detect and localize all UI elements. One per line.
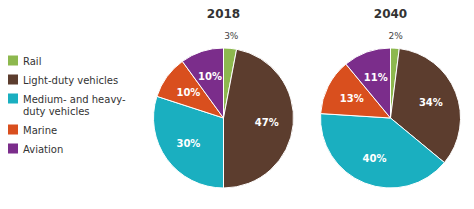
legend-label-line: Aviation xyxy=(23,144,63,155)
data-label: 34% xyxy=(419,97,443,108)
legend-swatch xyxy=(8,94,18,104)
legend-swatch xyxy=(8,56,18,66)
data-label: 47% xyxy=(255,117,279,128)
legend-label: Medium- and heavy-duty vehicles xyxy=(23,94,126,117)
data-label: 13% xyxy=(340,93,364,104)
pie-title: 2040 xyxy=(374,7,407,21)
data-label: 3% xyxy=(224,31,239,41)
legend-swatch xyxy=(8,75,18,85)
data-label: 11% xyxy=(364,72,388,83)
legend-label-line: Light-duty vehicles xyxy=(23,75,118,86)
data-label: 10% xyxy=(198,71,222,82)
legend: Rail Light-duty vehicles Medium- and heavy… xyxy=(8,56,126,155)
chart-root: 3% 47% 30% 10% 10% 2018 2% 34% 40% 13%11% 2040 Rail… xyxy=(0,0,474,209)
legend-swatch xyxy=(8,144,18,154)
legend-label: Light-duty vehicles xyxy=(23,75,118,86)
pie-slice xyxy=(346,48,391,118)
legend-swatch xyxy=(8,125,18,135)
legend-label: Aviation xyxy=(23,144,63,155)
pie-slice xyxy=(182,48,223,118)
pie-slice xyxy=(224,49,294,188)
data-label: 40% xyxy=(363,153,387,164)
legend-label-line: Rail xyxy=(23,56,41,67)
data-label: 30% xyxy=(176,138,200,149)
data-label: 10% xyxy=(176,87,200,98)
legend-label: Marine xyxy=(23,125,57,136)
legend-label-line: Marine xyxy=(23,125,57,136)
pie: 3% 47% 30% 10% 10% xyxy=(154,31,294,188)
data-label: 2% xyxy=(389,31,404,41)
pie: 2% 34% 40% 13%11% xyxy=(320,31,460,188)
legend-label-line: duty vehicles xyxy=(23,106,90,117)
legend-label-line: Medium- and heavy- xyxy=(23,94,126,105)
pie-slice xyxy=(320,114,444,188)
legend-label: Rail xyxy=(23,56,41,67)
pie-title: 2018 xyxy=(207,7,240,21)
